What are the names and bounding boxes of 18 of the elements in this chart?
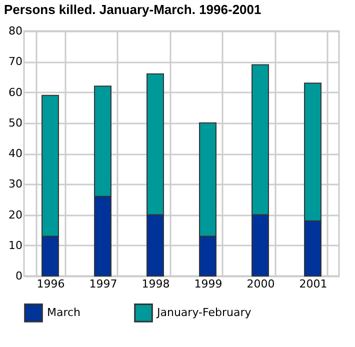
- y-tick-label: 10: [8, 238, 22, 252]
- y-tick-label: 80: [8, 24, 22, 38]
- x-tick-label: 1997: [89, 278, 118, 290]
- legend-label: January-February: [156, 306, 252, 319]
- x-tick-label: 2001: [299, 278, 328, 290]
- legend-label: March: [47, 306, 81, 319]
- y-tick-label: 20: [8, 208, 22, 222]
- chart-title: Persons killed. January-March. 1996-2001: [4, 2, 262, 17]
- x-tick-label: 1996: [36, 278, 65, 290]
- x-tick-label: 1998: [142, 278, 170, 290]
- y-tick-label: 0: [16, 270, 22, 282]
- x-tick-label: 1999: [194, 278, 222, 290]
- y-tick-label: 50: [8, 116, 22, 130]
- y-tick-label: 60: [8, 86, 22, 99]
- y-tick-label: 70: [8, 55, 22, 68]
- y-tick-label: 40: [8, 147, 22, 160]
- x-tick-label: 2000: [246, 278, 275, 290]
- y-tick-label: 30: [8, 178, 22, 191]
